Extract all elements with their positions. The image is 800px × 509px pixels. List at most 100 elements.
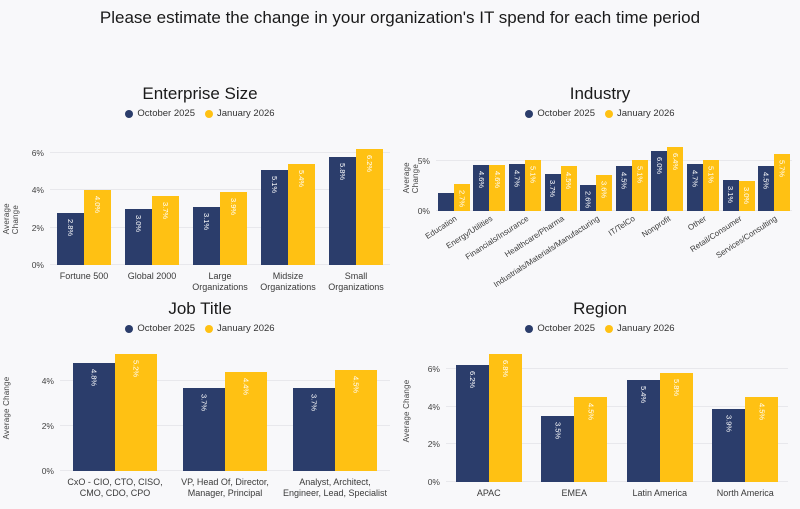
gridline (446, 368, 788, 370)
bar-value-label: 5.1% (270, 175, 279, 193)
legend-label: October 2025 (137, 323, 195, 334)
bar-value-label: 3.7% (548, 180, 558, 198)
gridline (446, 405, 788, 407)
bar-group-healthcare-pharma: 3.7% 4.5% (543, 166, 579, 211)
x-axis-label-slot: APAC (446, 482, 532, 499)
bar-value-label: 4.5% (619, 172, 629, 190)
bar-value-label: 3.6% (599, 181, 609, 199)
bar-group-retail-consumer: 3.1% 3.0% (721, 180, 757, 211)
bar-group-energy-utilities: 4.6% 4.6% (472, 165, 508, 211)
bar-value-label: 3.5% (553, 422, 563, 440)
x-axis-label-slot: North America (703, 482, 789, 499)
bar-value-label: 4.6% (476, 171, 486, 189)
bar-october-2025-north-america: 3.9% (712, 408, 746, 482)
legend-label: October 2025 (537, 323, 595, 334)
legend-marker-icon (605, 324, 613, 333)
x-axis-label-slot: CxO - CIO, CTO, CISO, CMO, CDO, CPO (60, 471, 170, 500)
gridline (436, 160, 792, 161)
x-axis-label-emea: EMEA (561, 488, 587, 498)
legend-item-january-2026[interactable]: January 2026 (205, 108, 275, 119)
x-axis-label-financials-insurance: Financials/Insurance (463, 214, 530, 262)
legend-item-january-2026[interactable]: January 2026 (205, 323, 275, 334)
bar-value-label: 3.7% (309, 393, 319, 411)
bar-group-financials-insurance: 4.7% 5.1% (507, 160, 543, 211)
x-axis-label-small-organizations: Small Organizations (328, 271, 384, 293)
legend-item-october-2025[interactable]: October 2025 (125, 108, 195, 119)
bar-january-2026-education: 2.7% (453, 184, 470, 211)
chart-region: Region October 2025 January 2026 Average… (400, 293, 800, 509)
chart-enterprise-size: Enterprise Size October 2025 January 202… (0, 78, 400, 294)
chart-title-job-title: Job Title (168, 299, 232, 318)
bar-october-2025-emea: 3.5% (541, 416, 575, 482)
plot-canvas: 2.8% 4.0% 3.0% 3.7% 3.1% 3.9% 5.1% 5.4% 5.8% 6.2% (50, 140, 390, 265)
bar-january-2026-midsize-organizations: 5.4% (288, 164, 315, 265)
bar-value-label: 2.6% (583, 191, 593, 209)
plot-canvas: 2.7% 4.6% 4.6% 4.7% 5.1% 3.7% 4.5% 2.6% 3.6% 4.5%… (436, 138, 792, 211)
x-axis-label-analyst-architect-engineer-lead-specialist: Analyst, Architect, Engineer, Lead, Spec… (282, 477, 388, 499)
bar-value-label: 6.4% (670, 153, 680, 171)
legend: October 2025 January 2026 (400, 323, 800, 334)
bar-value-label: 3.7% (161, 201, 170, 220)
legend: October 2025 January 2026 (0, 323, 400, 334)
x-axis-label-slot: Large Organizations (186, 265, 254, 294)
bar-january-2026-analyst-architect-engineer-lead-specialist: 4.5% (335, 369, 377, 471)
x-axis-label-large-organizations: Large Organizations (192, 271, 248, 293)
legend-item-october-2025[interactable]: October 2025 (525, 323, 595, 334)
legend-item-october-2025[interactable]: October 2025 (525, 108, 595, 119)
legend: October 2025 January 2026 (400, 108, 800, 119)
bar-value-label: 4.4% (241, 378, 251, 396)
x-axis-label-slot: VP, Head Of, Director, Manager, Principa… (170, 471, 280, 500)
bar-october-2025-latin-america: 5.4% (626, 380, 660, 482)
y-tick-label: 4% (31, 185, 44, 196)
legend-marker-icon (605, 109, 613, 118)
legend-marker-icon (125, 324, 134, 333)
legend-label: January 2026 (217, 108, 275, 119)
legend-item-october-2025[interactable]: October 2025 (125, 323, 195, 334)
y-tick-label: 6% (427, 364, 440, 375)
bar-january-2026-large-organizations: 3.9% (220, 192, 247, 265)
x-axis-label-apac: APAC (476, 488, 501, 498)
chart-title-industry: Industry (569, 84, 631, 103)
bar-value-label: 4.8% (89, 369, 99, 387)
bar-value-label: 5.8% (338, 162, 347, 180)
y-tick-label: 0% (41, 466, 54, 476)
bar-october-2025-financials-insurance: 4.7% (508, 164, 525, 211)
bar-value-label: 4.0% (93, 196, 102, 214)
bar-group-fortune-500: 2.8% 4.0% (50, 190, 118, 265)
bar-value-label: 5.4% (638, 386, 648, 404)
x-axis-label-slot: Fortune 500 (50, 265, 118, 294)
gridline (50, 152, 390, 154)
bar-group-it-telco: 4.5% 5.1% (614, 160, 650, 211)
legend: October 2025 January 2026 (0, 108, 400, 119)
bar-value-label: 3.1% (726, 186, 736, 204)
bar-october-2025-cxo-cio-cto-ciso-cmo-cdo-cpo: 4.8% (73, 363, 115, 471)
legend-label: January 2026 (617, 108, 675, 119)
x-axis-label-vp-head-of-director-manager-principal: VP, Head Of, Director, Manager, Principa… (181, 477, 269, 499)
x-axis-label-midsize-organizations: Midsize Organizations (260, 271, 316, 293)
bar-group-other: 4.7% 5.1% (685, 160, 721, 211)
bar-october-2025-apac: 6.2% (455, 365, 489, 482)
x-axis-labels: APAC EMEA Latin America North America (446, 482, 788, 499)
bar-value-label: 5.2% (131, 360, 141, 378)
bar-group-education: 2.7% (436, 184, 472, 211)
legend-item-january-2026[interactable]: January 2026 (605, 323, 675, 334)
bar-group-latin-america: 5.4% 5.8% (617, 372, 703, 482)
bar-value-label: 4.5% (564, 172, 574, 190)
y-tick-label: 0% (31, 260, 44, 270)
legend-marker-icon (125, 109, 134, 118)
x-axis-label-slot: EMEA (532, 482, 618, 499)
legend-marker-icon (205, 324, 213, 333)
bar-october-2025-services-consulting: 4.5% (758, 166, 775, 211)
bar-value-label: 2.7% (457, 190, 467, 208)
legend-item-january-2026[interactable]: January 2026 (605, 108, 675, 119)
legend-marker-icon (525, 109, 534, 118)
bar-value-label: 6.0% (654, 157, 664, 175)
y-tick-label: 0% (427, 477, 440, 487)
bar-value-label: 6.2% (365, 155, 374, 173)
x-axis-label-other: Other (686, 214, 708, 233)
page-title: Please estimate the change in your organ… (99, 8, 701, 27)
bar-october-2025-large-organizations: 3.1% (193, 207, 220, 265)
bar-october-2025-industrials-materials-manufacturing: 2.6% (580, 185, 597, 211)
bar-value-label: 4.7% (690, 170, 700, 188)
bar-value-label: 5.1% (635, 166, 645, 184)
